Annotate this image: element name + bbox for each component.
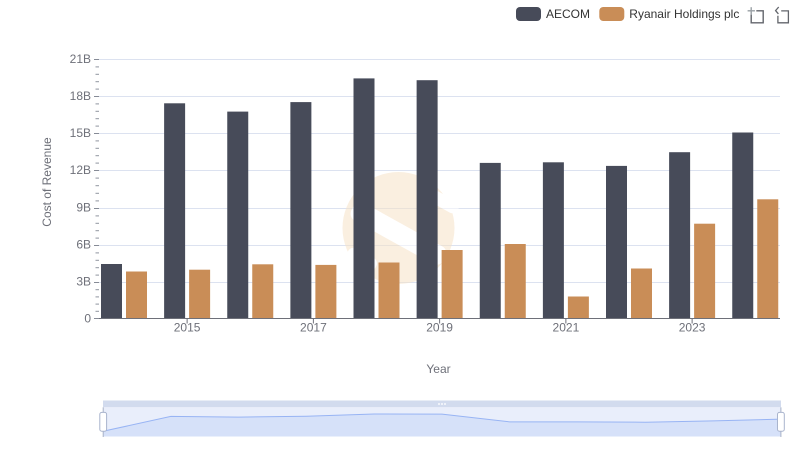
svg-text:2021: 2021 (553, 321, 580, 335)
svg-text:Year: Year (426, 362, 450, 376)
svg-text:2015: 2015 (174, 321, 201, 335)
svg-text:3B: 3B (76, 275, 91, 289)
svg-text:12B: 12B (70, 163, 91, 177)
svg-text:2023: 2023 (679, 321, 706, 335)
svg-text:Cost of Revenue: Cost of Revenue (40, 137, 54, 227)
svg-text:Ryanair Holdings plc: Ryanair Holdings plc (629, 7, 739, 21)
svg-text:21B: 21B (70, 52, 91, 66)
svg-text:2019: 2019 (426, 321, 453, 335)
svg-text:6B: 6B (76, 238, 91, 252)
svg-text:AECOM: AECOM (546, 7, 590, 21)
svg-text:9B: 9B (76, 200, 91, 214)
svg-text:15B: 15B (70, 126, 91, 140)
svg-text:18B: 18B (70, 89, 91, 103)
svg-text:0: 0 (84, 312, 91, 326)
svg-text:2017: 2017 (300, 321, 327, 335)
